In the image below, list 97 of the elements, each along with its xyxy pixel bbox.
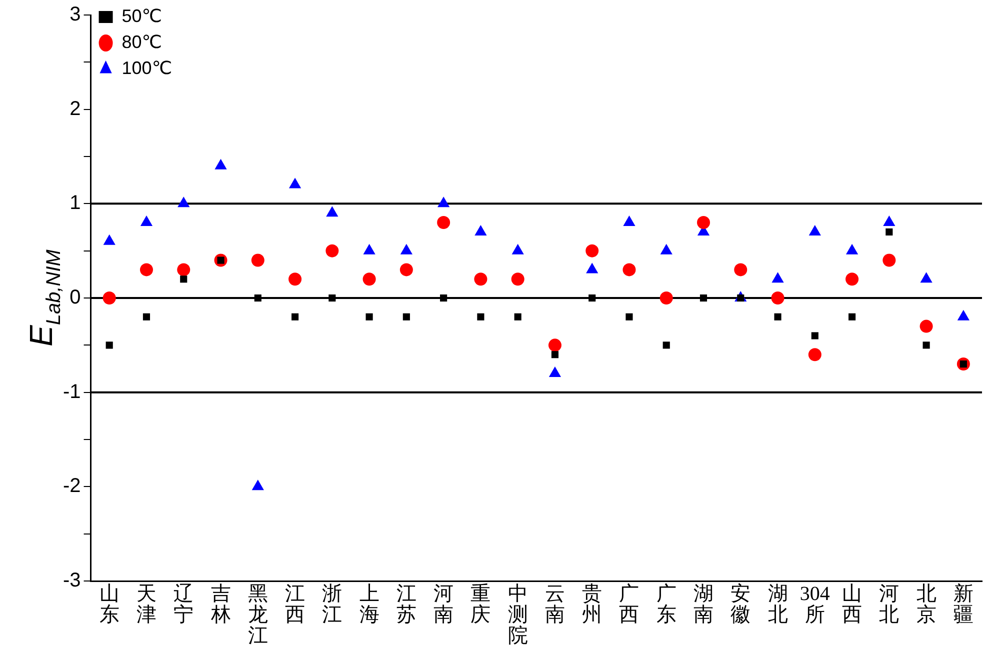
x-tick-label: 北京 [916, 582, 936, 626]
point [848, 313, 856, 320]
point [362, 272, 376, 286]
point [328, 294, 336, 302]
x-tick-label: 广东 [656, 582, 676, 626]
legend-label: 80℃ [122, 32, 162, 52]
y-axis-title: ELab,NIM [23, 249, 65, 346]
point [140, 216, 153, 226]
point [660, 292, 673, 304]
x-tick-label: 吉林 [210, 582, 231, 626]
y-tick-label: 1 [70, 192, 81, 214]
point [548, 338, 562, 352]
y-tick-label: -3 [62, 570, 81, 592]
point [254, 294, 262, 302]
x-tick-label: 安徽 [730, 582, 751, 626]
point [920, 320, 933, 333]
point [774, 313, 782, 320]
point [402, 313, 410, 320]
point [177, 263, 190, 276]
x-tick-label: 重庆 [470, 582, 491, 626]
x-tick-label: 黑龙江 [248, 582, 268, 647]
point [437, 196, 450, 208]
x-tick-label: 中测院 [508, 582, 528, 647]
y-tick-label: 2 [70, 98, 81, 120]
x-tick-label: 天津 [136, 582, 156, 626]
point [180, 276, 188, 283]
point [326, 244, 339, 258]
point [251, 254, 264, 267]
point [734, 263, 748, 276]
point [846, 272, 859, 286]
point [846, 244, 858, 254]
point [102, 292, 116, 304]
point [811, 332, 818, 340]
point [622, 263, 636, 276]
point [920, 272, 932, 283]
legend-label: 100℃ [122, 58, 172, 78]
point [626, 313, 633, 320]
point [477, 313, 484, 320]
point [922, 342, 930, 349]
point [142, 313, 150, 320]
point [400, 263, 413, 276]
point [437, 216, 450, 230]
point [623, 216, 636, 226]
x-tick-label: 江苏 [396, 582, 416, 626]
x-tick-label: 新疆 [953, 582, 974, 626]
x-tick-label: 辽宁 [174, 582, 194, 626]
point [514, 313, 522, 320]
point [882, 254, 896, 267]
point [700, 294, 708, 302]
point [214, 158, 227, 170]
point [474, 272, 488, 286]
point [291, 313, 299, 320]
point [326, 206, 338, 217]
point [512, 244, 524, 254]
point [662, 342, 670, 349]
point [288, 272, 302, 286]
point [140, 263, 153, 276]
point [363, 244, 376, 254]
x-tick-label: 304所 [800, 582, 830, 626]
point [588, 294, 596, 302]
point [808, 224, 821, 236]
y-tick-label: -2 [62, 475, 81, 498]
y-tick-label: -1 [62, 380, 81, 403]
point [586, 244, 599, 258]
x-tick-label: 贵州 [582, 582, 602, 626]
point [551, 351, 558, 358]
x-tick-label: 广西 [619, 582, 640, 626]
x-tick-label: 浙江 [322, 582, 342, 626]
point [586, 262, 598, 274]
point [771, 292, 784, 304]
x-tick-label: 云南 [544, 582, 565, 626]
x-tick-label: 河北 [879, 582, 900, 626]
point [886, 228, 893, 236]
y-tick-label: 3 [70, 4, 81, 26]
point [772, 272, 784, 283]
point [440, 294, 448, 302]
point [288, 178, 302, 188]
point [106, 342, 113, 349]
point [660, 244, 672, 254]
point [103, 234, 116, 245]
x-tick-label: 山西 [842, 582, 862, 626]
point [400, 244, 412, 254]
y-tick-label: 0 [70, 286, 81, 309]
point [511, 272, 524, 286]
point [883, 216, 896, 226]
x-tick-label: 江西 [285, 582, 306, 626]
point [178, 196, 190, 208]
x-tick-label: 上海 [359, 582, 380, 626]
point [808, 348, 822, 362]
point [474, 224, 487, 236]
x-tick-label: 河南 [434, 582, 454, 626]
point [696, 216, 710, 230]
x-tick-label: 湖北 [768, 582, 788, 626]
point [366, 313, 373, 320]
legend-label: 50℃ [122, 6, 162, 26]
x-tick-label: 湖南 [693, 582, 714, 626]
x-tick-label: 山东 [99, 582, 120, 626]
